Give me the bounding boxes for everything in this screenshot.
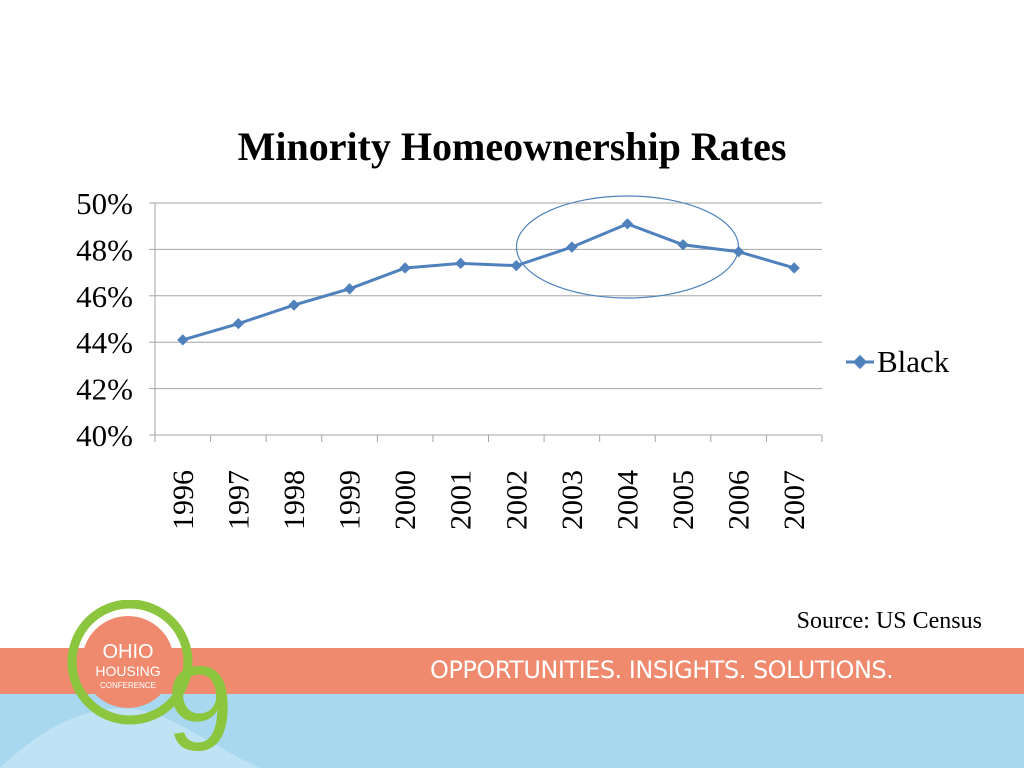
- logo-nine: 9: [167, 642, 234, 768]
- data-point: [288, 299, 300, 311]
- data-point: [621, 218, 634, 230]
- highlight-ellipse: [515, 195, 740, 299]
- legend: Black: [846, 344, 950, 379]
- x-tick-label: 1996: [167, 470, 200, 530]
- x-tick-label: 2003: [556, 470, 589, 530]
- chart: Minority Homeownership Rates 40% 42% 44% 46…: [76, 124, 950, 530]
- logo-circle: [82, 616, 174, 708]
- logo-text-housing: HOUSING: [95, 663, 160, 679]
- x-tick-label: 2005: [667, 470, 700, 530]
- series-line: [182, 222, 795, 342]
- x-tick-label: 2007: [778, 470, 811, 530]
- y-tick-labels: 40% 42% 44% 46% 48% 50%: [76, 186, 133, 453]
- x-tick-label: 2001: [445, 470, 478, 530]
- data-point: [788, 262, 800, 274]
- legend-marker-icon: [852, 354, 868, 370]
- logo-text-ohio: OHIO: [102, 641, 153, 663]
- data-point: [343, 283, 356, 295]
- y-tick-label: 48%: [76, 232, 133, 267]
- data-point: [732, 246, 745, 258]
- data-point: [677, 239, 689, 251]
- ohio-housing-conference-logo: OHIO HOUSING CONFERENCE 9: [0, 600, 260, 768]
- data-point: [510, 259, 522, 272]
- y-tick-label: 50%: [76, 186, 133, 221]
- x-tick-label: 1999: [334, 470, 367, 530]
- x-tick-label: 2006: [723, 470, 756, 530]
- logo-swoosh: [0, 708, 260, 768]
- y-tick-label: 42%: [76, 372, 133, 407]
- data-point: [399, 262, 411, 274]
- x-tick-label: 2004: [611, 470, 644, 530]
- axes: [154, 203, 823, 442]
- y-tick-label: 40%: [76, 418, 133, 453]
- source-note: Source: US Census: [796, 608, 982, 634]
- data-point: [232, 317, 245, 330]
- x-tick-label: 1998: [278, 470, 311, 530]
- grid: [149, 202, 822, 436]
- x-tick-label: 1997: [222, 470, 255, 530]
- data-point: [177, 334, 189, 346]
- chart-title: Minority Homeownership Rates: [238, 124, 787, 169]
- y-tick-label: 44%: [76, 325, 133, 360]
- legend-label-black: Black: [877, 344, 950, 379]
- x-tick-label: 2002: [500, 470, 533, 530]
- data-point: [566, 241, 578, 253]
- banner-tagline: OPPORTUNITIES. INSIGHTS. SOLUTIONS.: [430, 656, 894, 684]
- x-tick-label: 2000: [389, 470, 422, 530]
- logo-ring: [67, 600, 193, 725]
- data-point: [455, 257, 467, 269]
- x-tick-labels: 1996 1997 1998 1999 2000 2001 2002 2003 2004 2005…: [167, 470, 811, 530]
- series-black: [177, 218, 800, 346]
- logo-text-conference: CONFERENCE: [100, 681, 156, 690]
- y-tick-label: 46%: [76, 279, 133, 314]
